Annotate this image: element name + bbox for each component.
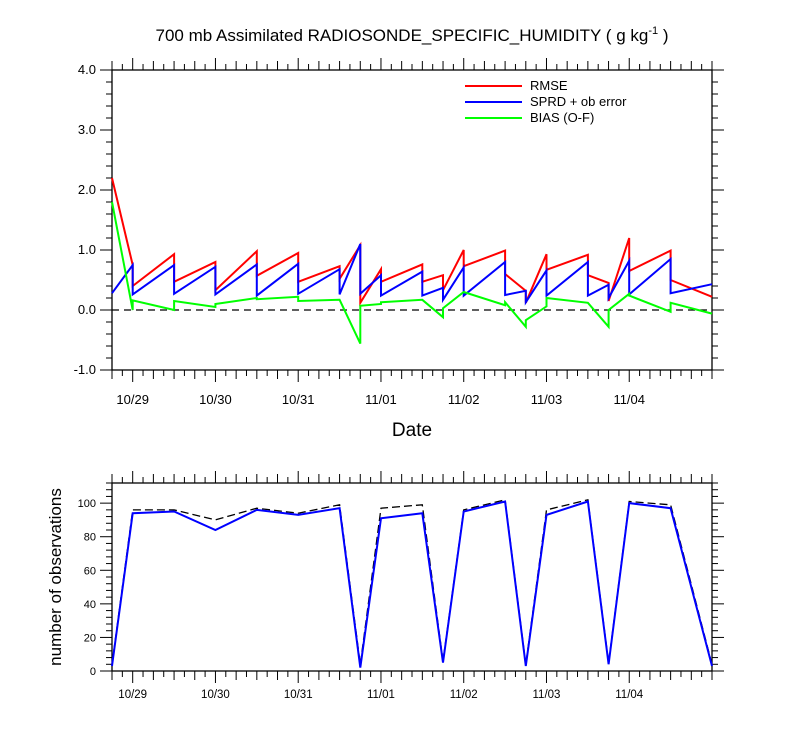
- chart-title: 700 mb Assimilated RADIOSONDE_SPECIFIC_H…: [156, 25, 669, 45]
- chart0-x-tick-label: 11/02: [448, 392, 480, 407]
- chart1-x-tick-label: 10/31: [284, 689, 313, 701]
- chart0-x-tick-label: 11/03: [531, 392, 563, 407]
- chart0-y-tick-label: 2.0: [78, 182, 96, 197]
- x-axis-label: Date: [392, 420, 432, 441]
- chart1-plot-frame: [111, 482, 713, 672]
- chart1-x-tick-label: 10/30: [201, 689, 230, 701]
- chart1-x-tick-label: 11/04: [615, 689, 644, 701]
- chart0-series-sprd-ob-error: [111, 243, 713, 306]
- legend-label-0: RMSE: [530, 78, 568, 93]
- legend-label-1: SPRD + ob error: [530, 94, 627, 109]
- chart0-y-tick-label: 3.0: [78, 122, 96, 137]
- top-chart: -1.0 0.0 1.0 2.0 3.0 4.0 10/29 10/30 10/31 11/01 1…: [74, 58, 724, 407]
- chart1-y-tick-label: 100: [78, 498, 96, 510]
- chart1-y-tick-label: 20: [84, 632, 96, 644]
- chart0-y-tick-label: -1.0: [74, 362, 96, 377]
- chart1-y-tick-label: 0: [90, 666, 96, 678]
- chart0-y-tick-label: 0.0: [78, 302, 96, 317]
- chart1-x-tick-label: 11/02: [450, 689, 478, 701]
- legend-label-2: BIAS (O-F): [530, 110, 594, 125]
- y-axis-label: number of observations: [46, 488, 65, 666]
- chart0-series-rmse: [111, 177, 713, 307]
- chart1-y-tick-label: 40: [84, 599, 96, 611]
- bottom-chart: 0 20 40 60 80 100 10/29 10/30 10/31 11/01 11/02 11/…: [78, 471, 724, 701]
- chart0-x-tick-label: 11/04: [613, 392, 645, 407]
- chart1-x-tick-label: 11/03: [533, 689, 561, 701]
- chart1-series-used: [111, 500, 713, 668]
- chart0-series-bias-o-f: [111, 201, 713, 345]
- chart0-y-tick-label: 4.0: [78, 62, 96, 77]
- chart1-x-tick-label: 11/01: [367, 689, 395, 701]
- chart1-y-tick-label: 80: [84, 532, 96, 544]
- chart0-x-tick-label: 10/29: [116, 392, 149, 407]
- chart1-x-tick-label: 10/29: [118, 689, 147, 701]
- chart0-x-tick-label: 10/30: [199, 392, 232, 407]
- chart0-x-tick-label: 11/01: [365, 392, 397, 407]
- chart0-x-tick-label: 10/31: [282, 392, 315, 407]
- chart1-y-tick-label: 60: [84, 565, 96, 577]
- chart0-plot-frame: [111, 69, 713, 371]
- chart0-y-tick-label: 1.0: [78, 242, 96, 257]
